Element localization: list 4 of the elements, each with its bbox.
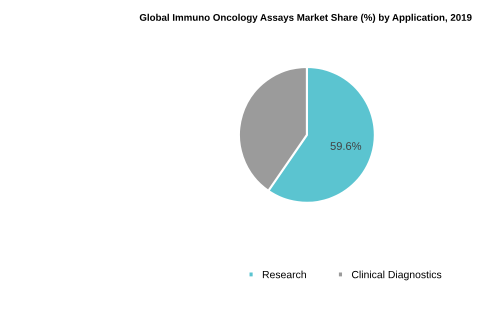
legend-label: Research [262,270,306,278]
legend-label: Clinical Diagnostics [352,270,442,280]
chart-title: Global Immuno Oncology Assays Market Share (%) by Application, 2019 [140,14,472,23]
data-label: 59.6% [330,142,362,150]
